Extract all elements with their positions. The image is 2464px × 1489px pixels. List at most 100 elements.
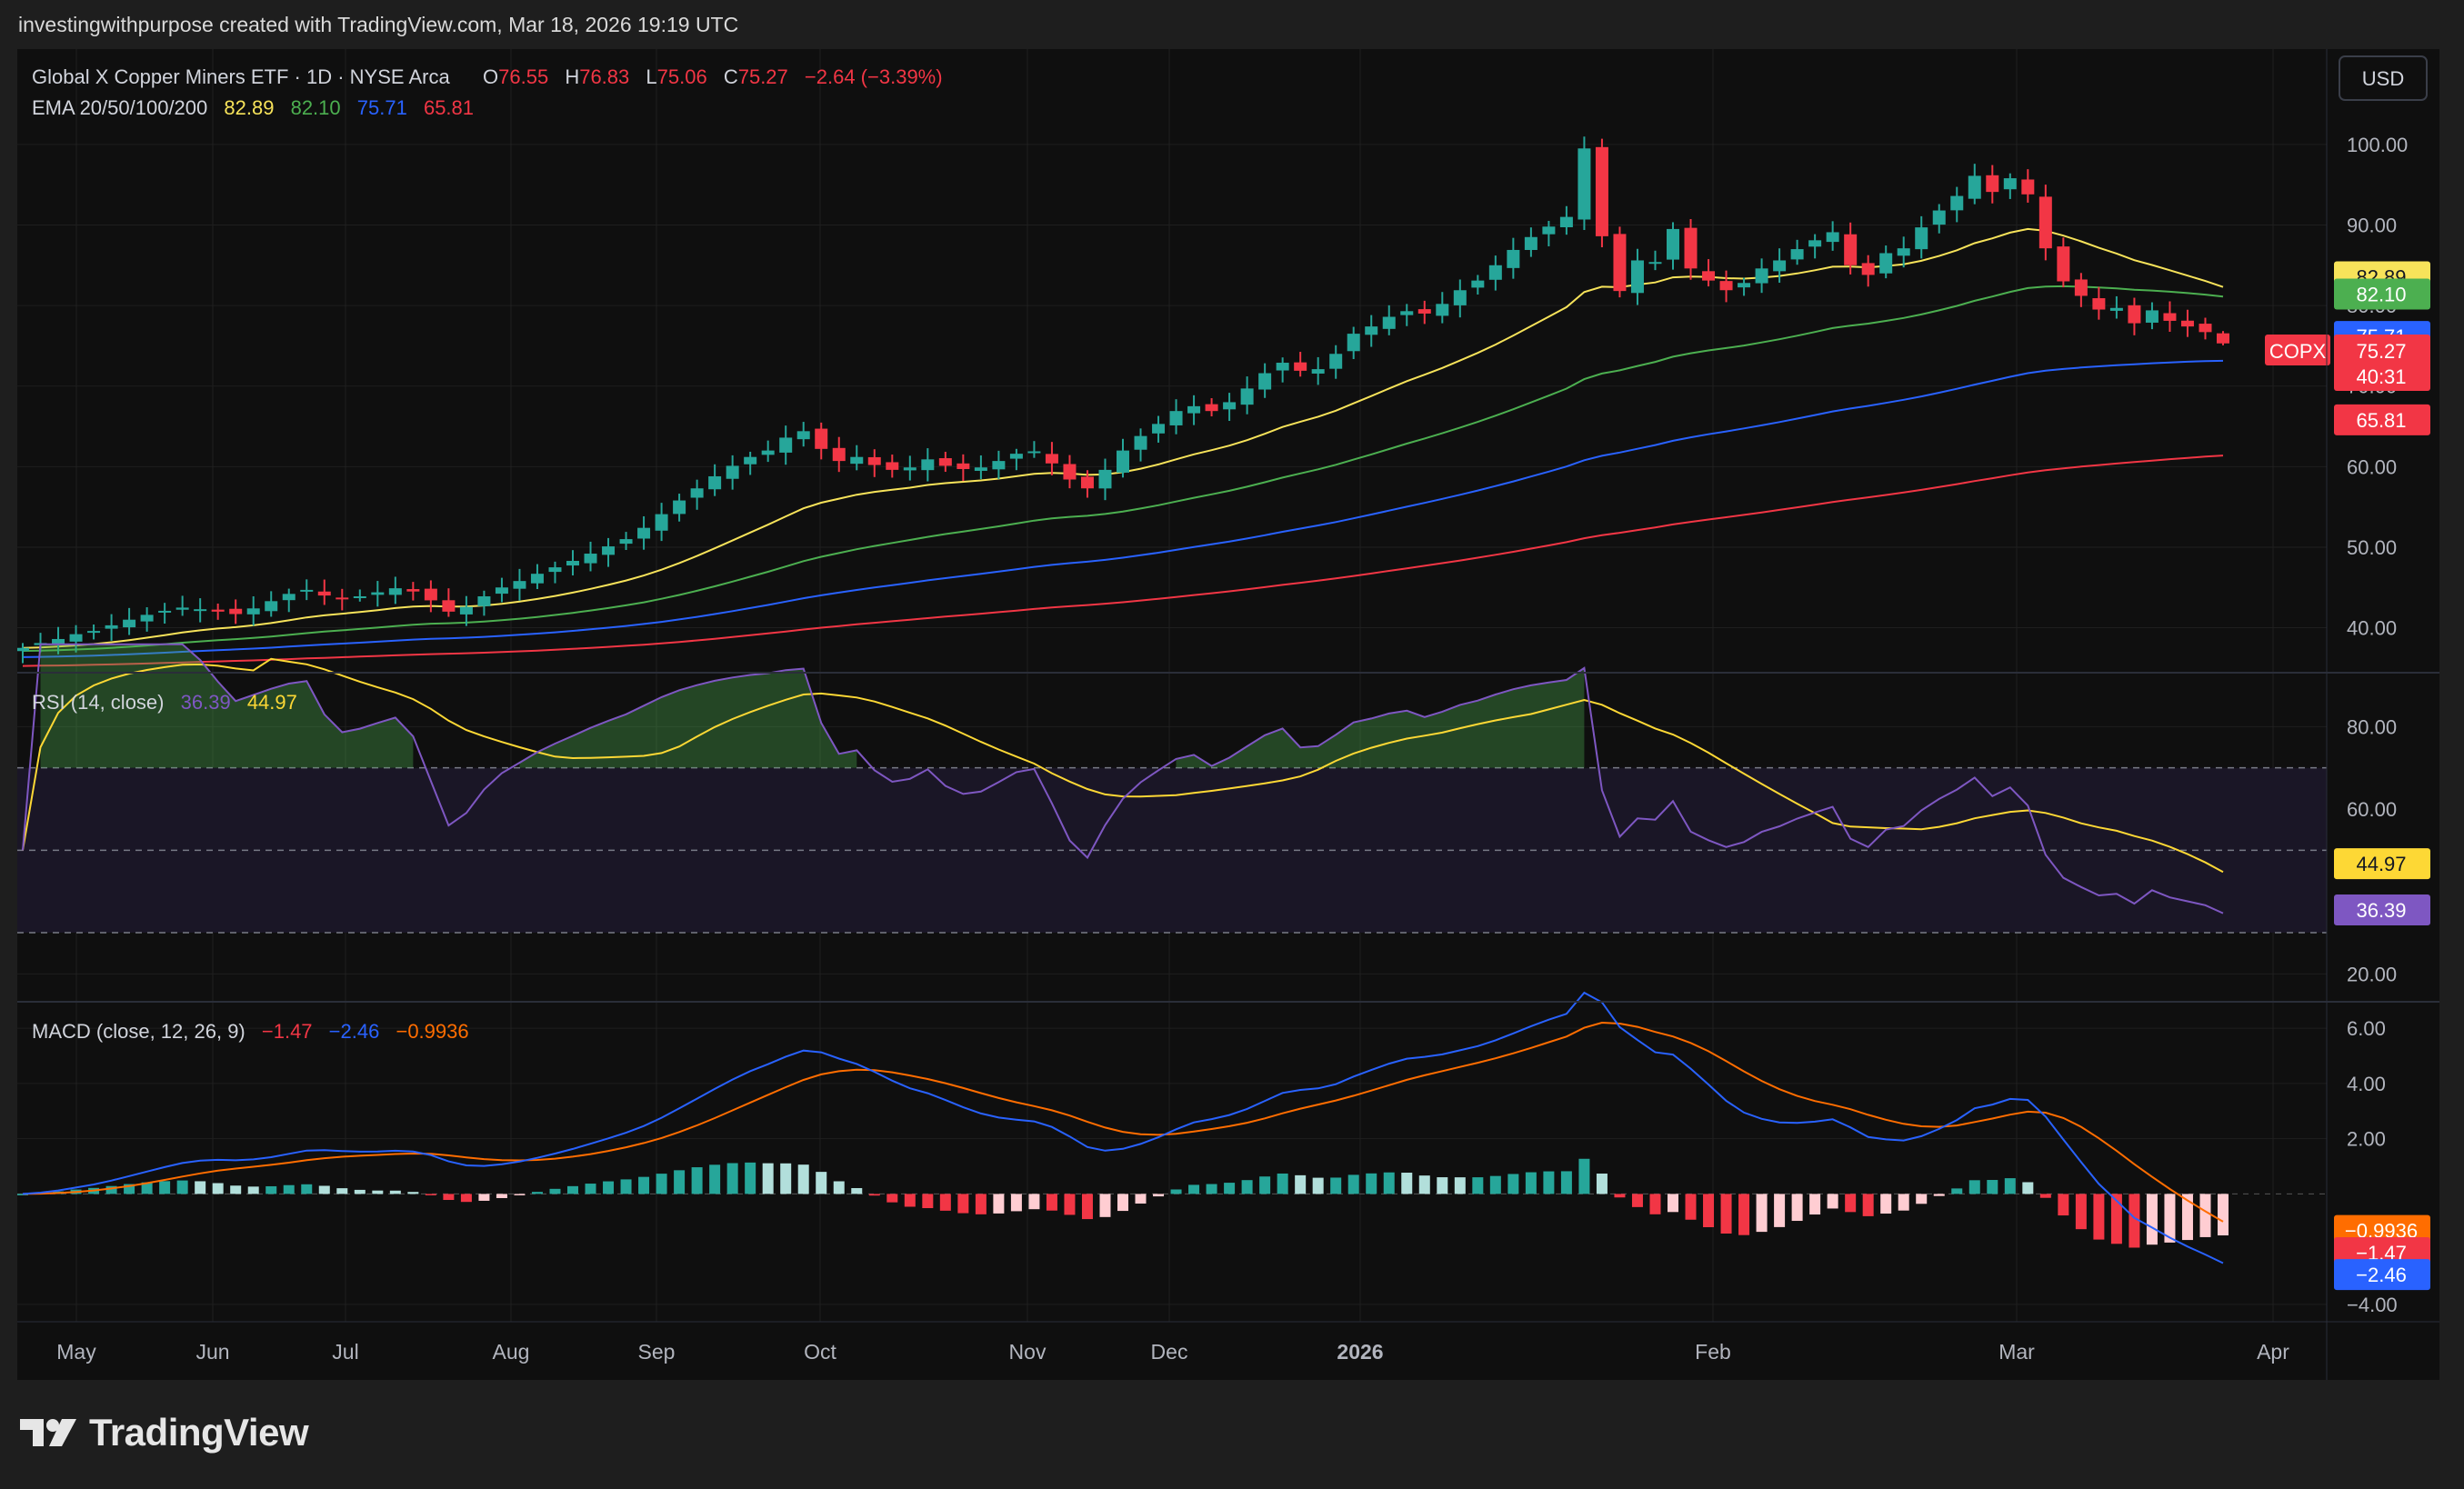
ohlc-low-value: 75.06 xyxy=(657,65,707,88)
candle-body xyxy=(406,589,420,592)
currency-button-frame[interactable] xyxy=(2339,55,2428,101)
candle-body xyxy=(1578,148,1591,220)
candle-body xyxy=(477,595,491,606)
candle-body xyxy=(1436,304,1449,316)
currency-label[interactable]: USD xyxy=(2362,67,2404,90)
macd-histogram-bar xyxy=(1153,1194,1165,1197)
macd-histogram-bar xyxy=(195,1181,206,1194)
candle-body xyxy=(1630,260,1644,294)
time-axis-label: Jul xyxy=(332,1340,358,1364)
macd-histogram-bar xyxy=(1827,1194,1838,1209)
candle-body xyxy=(779,437,793,453)
candle-body xyxy=(867,456,881,465)
rsi-ma-value: 44.97 xyxy=(247,691,297,714)
candle-body xyxy=(957,463,970,469)
macd-histogram-bar xyxy=(1649,1194,1661,1214)
macd-histogram-bar xyxy=(780,1163,792,1194)
candle-body xyxy=(1986,175,1999,193)
candle-body xyxy=(761,450,775,455)
candle-body xyxy=(87,631,101,634)
chart-canvas[interactable]: May Jun Jul Aug Sep Oct Nov Dec 2026 Feb Mar Apr 100… xyxy=(17,49,2439,1380)
candle-body xyxy=(815,428,828,449)
candle-body xyxy=(1294,362,1307,371)
candle-body xyxy=(1542,226,1556,235)
candle-body xyxy=(336,597,349,600)
ema20-value: 82.89 xyxy=(224,96,274,119)
candle-body xyxy=(2003,178,2017,190)
macd-histogram-bar xyxy=(709,1164,721,1194)
macd-histogram-bar xyxy=(1862,1194,1874,1216)
macd-histogram-bar xyxy=(1614,1194,1626,1198)
candle-body xyxy=(1223,402,1237,410)
macd-histogram-bar xyxy=(212,1183,224,1194)
candle-body xyxy=(566,561,579,566)
macd-histogram-bar xyxy=(1010,1194,1022,1212)
macd-histogram-bar xyxy=(2058,1194,2069,1216)
candle-body xyxy=(105,625,118,629)
ohlc-low-key: L xyxy=(646,65,656,88)
macd-histogram-bar xyxy=(922,1194,934,1209)
time-axis-label: Dec xyxy=(1151,1340,1188,1364)
macd-histogram-bar xyxy=(851,1187,863,1194)
symbol-title: Global X Copper Miners ETF · 1D · NYSE A… xyxy=(32,65,450,88)
candle-body xyxy=(2128,305,2141,324)
macd-histogram-bar xyxy=(1560,1171,1572,1194)
macd-histogram-bar xyxy=(549,1188,561,1194)
time-axis-label: Aug xyxy=(493,1340,530,1364)
ema100-value: 75.71 xyxy=(357,96,407,119)
macd-histogram-bar xyxy=(1791,1194,1803,1222)
macd-histogram-bar xyxy=(1046,1194,1057,1211)
candle-body xyxy=(2217,333,2229,344)
candle-body xyxy=(1080,476,1094,489)
macd-histogram-bar xyxy=(1845,1194,1857,1213)
last-price-badge-bg xyxy=(2334,335,2430,392)
price-change: −2.64 (−3.39%) xyxy=(805,65,943,88)
candle-body xyxy=(2145,310,2159,323)
price-axis-label: 40.00 xyxy=(2347,617,2397,640)
macd-histogram-bar xyxy=(301,1184,313,1194)
macd-histogram-bar xyxy=(1507,1174,1519,1194)
candle-body xyxy=(1897,248,1910,256)
macd-histogram-bar xyxy=(1774,1194,1786,1227)
macd-histogram-bar xyxy=(460,1194,472,1203)
macd-histogram-bar xyxy=(230,1185,242,1194)
macd-histogram-bar xyxy=(283,1184,295,1194)
candle-body xyxy=(1826,232,1839,243)
macd-histogram-bar xyxy=(1366,1173,1377,1194)
macd-histogram-bar xyxy=(105,1185,117,1194)
ema100-line xyxy=(22,359,2224,658)
macd-histogram-bar xyxy=(1312,1177,1324,1194)
candle-body xyxy=(424,588,437,601)
macd-histogram-bar xyxy=(1206,1184,1217,1194)
candle-body xyxy=(158,610,172,613)
macd-histogram-bar xyxy=(2075,1194,2087,1230)
candle-body xyxy=(1968,175,1981,199)
time-axis-label: Nov xyxy=(1009,1340,1047,1364)
macd-histogram-bar xyxy=(1987,1180,1998,1194)
macd-axis-label: 4.00 xyxy=(2347,1073,2386,1095)
candle-body xyxy=(2092,298,2106,310)
histogram-value: −0.9936 xyxy=(396,1020,468,1043)
ema50-value: 82.10 xyxy=(291,96,341,119)
ohlc-open-key: O xyxy=(483,65,498,88)
last-price-badge: 75.27 xyxy=(2356,340,2406,363)
chart-area[interactable]: May Jun Jul Aug Sep Oct Nov Dec 2026 Feb Mar Apr 100… xyxy=(17,49,2439,1380)
time-axis-label: 2026 xyxy=(1337,1340,1383,1364)
macd-histogram-bar xyxy=(354,1189,366,1194)
macd-axis-label: 6.00 xyxy=(2347,1017,2386,1040)
macd-histogram-bar xyxy=(2128,1194,2140,1248)
tradingview-logo[interactable]: TradingView xyxy=(20,1411,309,1454)
macd-histogram-bar xyxy=(1028,1194,1040,1210)
rsi-value: 36.39 xyxy=(181,691,231,714)
candle-body xyxy=(1045,454,1058,464)
macd-histogram-bar xyxy=(2199,1194,2211,1237)
currency-button[interactable]: USD xyxy=(2339,55,2428,101)
candle-body xyxy=(1844,234,1858,265)
macd-histogram-bar xyxy=(833,1181,845,1194)
symbol-badge-bg[interactable] xyxy=(2265,335,2330,366)
candle-body xyxy=(1258,373,1272,390)
candle-body xyxy=(832,447,846,462)
macd-histogram-bar xyxy=(159,1181,171,1194)
candle-body xyxy=(938,458,952,466)
candle-body xyxy=(1009,454,1023,459)
